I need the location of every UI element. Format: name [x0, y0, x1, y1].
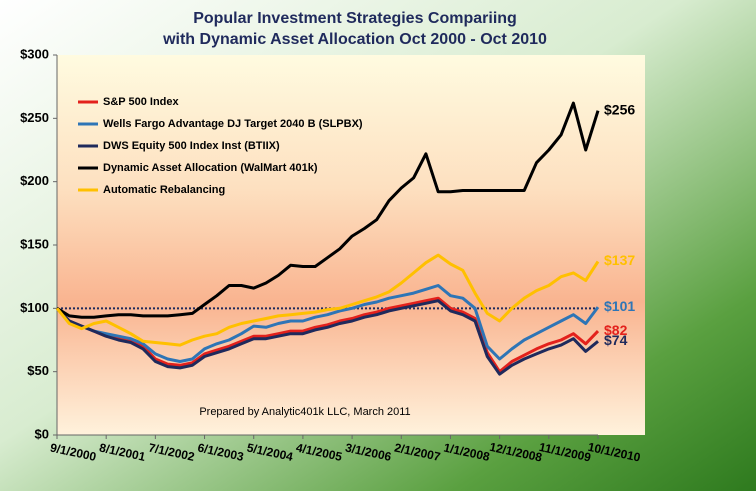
series-line [55, 296, 600, 374]
y-tick-label: $50 [27, 363, 49, 378]
legend-label: Automatic Rebalancing [103, 184, 225, 196]
y-tick-label: $100 [20, 300, 49, 315]
legend-label: Dynamic Asset Allocation (WalMart 401k) [103, 162, 318, 174]
legend-label: Wells Fargo Advantage DJ Target 2040 B (… [103, 118, 363, 130]
legend-label: S&P 500 Index [103, 96, 179, 108]
end-label: $137 [604, 252, 635, 268]
legend-label: DWS Equity 500 Index Inst (BTIIX) [103, 140, 280, 152]
chart-title: with Dynamic Asset Allocation Oct 2000 -… [162, 31, 547, 48]
y-tick-label: $300 [20, 46, 49, 61]
y-tick-label: $250 [20, 110, 49, 125]
series-line [55, 299, 599, 376]
end-label: $74 [604, 332, 628, 348]
series-line [55, 284, 600, 363]
y-tick-label: $200 [20, 173, 49, 188]
series-line [55, 253, 600, 347]
plot-area [57, 55, 645, 435]
series-line [56, 101, 600, 319]
end-label: $101 [604, 298, 635, 314]
y-tick-label: $150 [20, 236, 49, 251]
y-tick-label: $0 [35, 426, 49, 441]
chart-title: Popular Investment Strategies Compariing [193, 10, 517, 27]
end-label: $256 [604, 101, 635, 117]
end-label: $82 [604, 322, 628, 338]
annotation: Prepared by Analytic401k LLC, March 2011 [199, 406, 410, 418]
